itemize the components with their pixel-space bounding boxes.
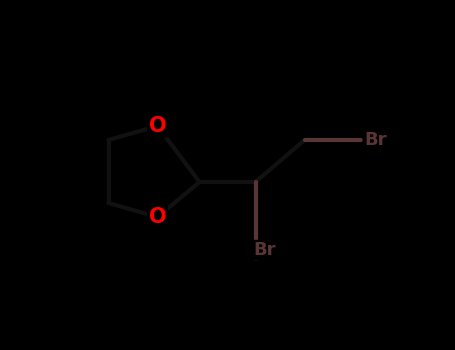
Text: Br: Br bbox=[253, 241, 275, 259]
Text: O: O bbox=[149, 116, 167, 136]
Text: O: O bbox=[149, 207, 167, 227]
Text: Br: Br bbox=[364, 131, 386, 149]
